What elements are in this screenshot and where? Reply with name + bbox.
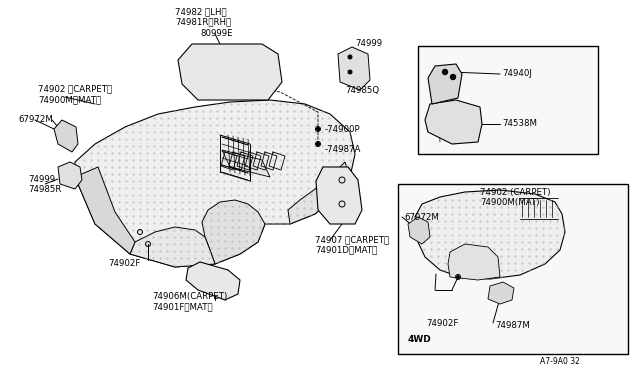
Text: 74902F: 74902F	[426, 320, 458, 328]
Text: 4WD: 4WD	[408, 336, 432, 344]
Text: 74901F〈MAT〉: 74901F〈MAT〉	[152, 302, 212, 311]
Text: -74987A: -74987A	[325, 145, 362, 154]
Text: 67972M: 67972M	[18, 115, 53, 125]
Text: 74999: 74999	[28, 176, 55, 185]
Polygon shape	[58, 162, 82, 189]
Text: 74902 (CARPET): 74902 (CARPET)	[480, 187, 550, 196]
Text: -74900P: -74900P	[325, 125, 360, 134]
Circle shape	[457, 276, 460, 278]
Polygon shape	[54, 120, 78, 152]
Polygon shape	[202, 200, 265, 264]
Circle shape	[317, 128, 319, 131]
Text: A7-9A0 32: A7-9A0 32	[540, 357, 580, 366]
Polygon shape	[428, 64, 462, 104]
Text: 74538M: 74538M	[502, 119, 537, 128]
Text: 74901D〈MAT〉: 74901D〈MAT〉	[315, 246, 377, 254]
Text: 74985Q: 74985Q	[345, 86, 379, 94]
Text: 74900M〈MAT〉: 74900M〈MAT〉	[38, 96, 101, 105]
Text: 80999E: 80999E	[200, 29, 232, 38]
Text: 74999: 74999	[355, 39, 382, 48]
Text: 74906M(CARPET): 74906M(CARPET)	[152, 292, 227, 301]
Text: 74907 〈CARPET〉: 74907 〈CARPET〉	[315, 235, 389, 244]
Polygon shape	[408, 217, 430, 244]
Bar	[418, 46, 598, 154]
Text: 74987M: 74987M	[495, 321, 530, 330]
Text: 74985R: 74985R	[28, 186, 61, 195]
Circle shape	[349, 56, 351, 58]
Polygon shape	[425, 100, 482, 144]
Polygon shape	[488, 282, 514, 304]
Circle shape	[349, 71, 351, 73]
Circle shape	[442, 70, 447, 74]
Polygon shape	[75, 100, 355, 267]
Polygon shape	[222, 150, 270, 177]
Polygon shape	[130, 227, 215, 267]
Polygon shape	[178, 44, 282, 100]
Polygon shape	[75, 167, 135, 254]
Text: 74981R〈RH〉: 74981R〈RH〉	[175, 17, 231, 26]
Circle shape	[451, 74, 456, 80]
Circle shape	[317, 142, 319, 145]
Polygon shape	[316, 167, 362, 224]
Text: 74900M(MAT): 74900M(MAT)	[480, 198, 540, 206]
Text: 74902 〈CARPET〉: 74902 〈CARPET〉	[38, 84, 112, 93]
Text: 74940J: 74940J	[502, 70, 532, 78]
Polygon shape	[338, 47, 370, 90]
Text: 67972M: 67972M	[404, 212, 439, 221]
Bar	[398, 184, 628, 354]
Text: 74902F: 74902F	[108, 260, 140, 269]
Polygon shape	[186, 262, 240, 300]
Text: 74982 〈LH〉: 74982 〈LH〉	[175, 7, 227, 16]
Polygon shape	[288, 162, 350, 224]
Polygon shape	[448, 244, 500, 280]
Polygon shape	[415, 190, 565, 279]
